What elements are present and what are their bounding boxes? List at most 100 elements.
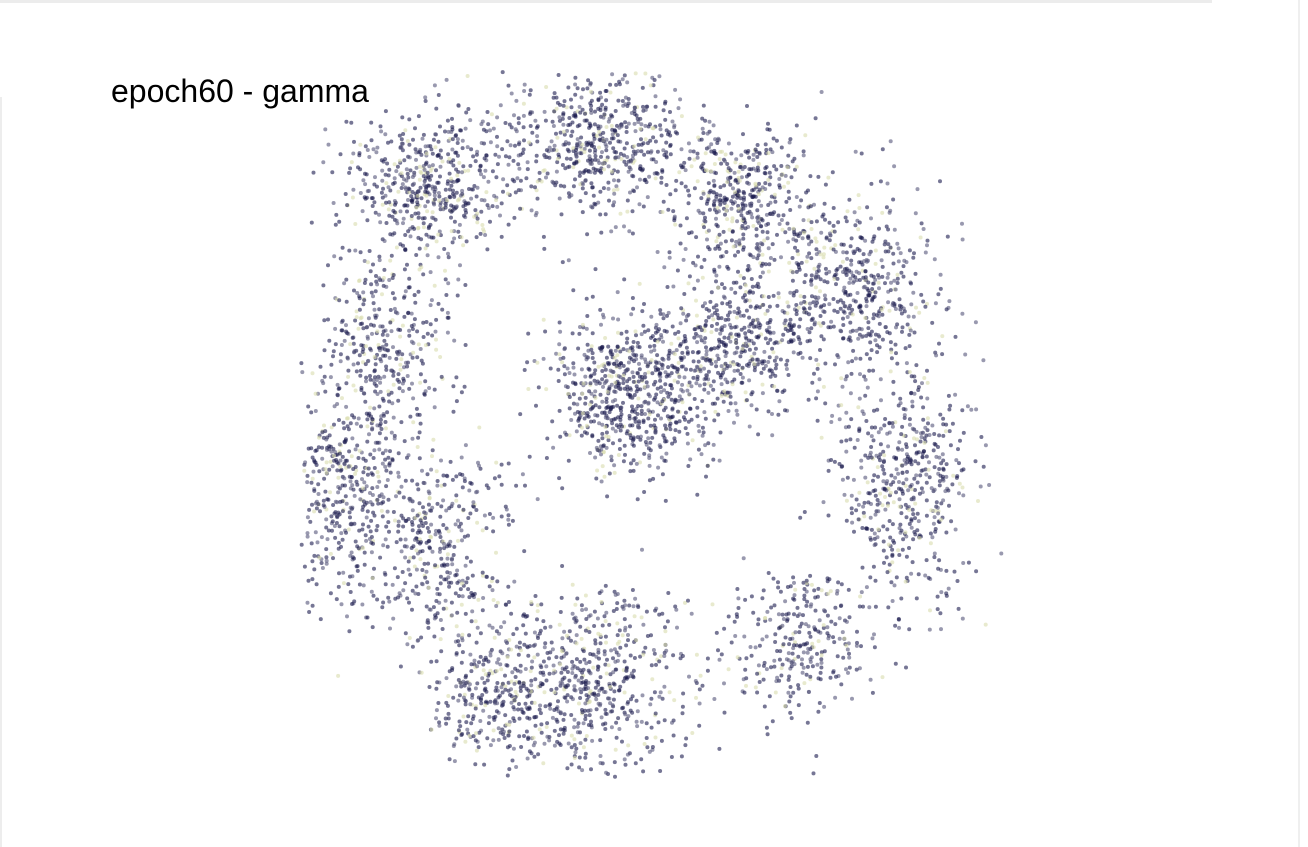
scatter-point bbox=[768, 337, 773, 342]
scatter-point bbox=[880, 503, 885, 508]
scatter-point bbox=[637, 202, 642, 207]
scatter-point bbox=[723, 377, 728, 382]
scatter-point bbox=[700, 433, 705, 438]
scatter-point bbox=[876, 527, 881, 532]
scatter-point bbox=[844, 250, 849, 255]
scatter-point bbox=[788, 317, 793, 322]
scatter-point bbox=[780, 227, 785, 232]
scatter-point bbox=[657, 74, 662, 79]
scatter-point bbox=[694, 235, 699, 240]
scatter-point bbox=[904, 554, 909, 559]
scatter-point bbox=[446, 251, 450, 256]
scatter-point bbox=[675, 380, 680, 385]
scatter-point bbox=[647, 174, 652, 179]
scatter-point bbox=[857, 220, 862, 225]
scatter-point bbox=[767, 182, 772, 187]
scatter-point bbox=[755, 208, 760, 213]
scatter-point bbox=[329, 449, 334, 454]
scatter-point bbox=[491, 515, 496, 520]
scatter-point bbox=[371, 294, 375, 299]
scatter-point bbox=[747, 298, 752, 303]
scatter-point bbox=[505, 183, 510, 188]
scatter-point bbox=[732, 420, 736, 425]
scatter-point bbox=[322, 348, 327, 353]
scatter-point bbox=[588, 170, 593, 175]
scatter-point bbox=[831, 206, 836, 210]
scatter-point bbox=[385, 544, 390, 549]
scatter-point bbox=[694, 313, 699, 318]
scatter-point bbox=[687, 193, 692, 198]
scatter-point bbox=[897, 440, 902, 445]
scatter-point bbox=[716, 357, 721, 361]
scatter-point bbox=[486, 206, 491, 210]
scatter-point bbox=[767, 330, 772, 335]
scatter-point bbox=[743, 331, 748, 336]
scatter-point bbox=[855, 291, 860, 295]
scatter-point bbox=[403, 233, 408, 237]
scatter-point bbox=[728, 394, 733, 399]
scatter-point bbox=[766, 221, 771, 226]
scatter-point bbox=[455, 137, 460, 142]
scatter-point bbox=[361, 499, 366, 504]
scatter-point bbox=[901, 264, 906, 269]
scatter-point bbox=[576, 346, 581, 351]
scatter-point bbox=[559, 212, 564, 217]
scatter-point bbox=[370, 204, 375, 208]
scatter-point bbox=[666, 353, 671, 358]
scatter-point bbox=[365, 417, 370, 422]
scatter-point bbox=[397, 591, 402, 596]
scatter-point bbox=[353, 465, 358, 469]
scatter-point bbox=[650, 677, 655, 682]
scatter-point bbox=[741, 236, 746, 241]
scatter-point bbox=[369, 414, 373, 419]
scatter-point bbox=[897, 297, 902, 302]
scatter-point bbox=[457, 197, 462, 202]
scatter-point bbox=[624, 141, 629, 146]
scatter-point bbox=[751, 341, 756, 346]
scatter-point bbox=[381, 186, 385, 191]
scatter-point bbox=[596, 682, 601, 687]
scatter-point bbox=[940, 334, 945, 339]
scatter-point bbox=[647, 412, 652, 417]
scatter-point bbox=[819, 230, 824, 235]
scatter-point bbox=[886, 227, 891, 232]
scatter-point bbox=[610, 421, 615, 426]
scatter-point bbox=[886, 444, 891, 449]
scatter-point bbox=[659, 654, 664, 659]
scatter-point bbox=[386, 207, 391, 212]
scatter-point bbox=[678, 343, 682, 348]
scatter-point bbox=[897, 625, 901, 630]
scatter-point bbox=[350, 195, 355, 200]
scatter-point bbox=[464, 555, 469, 560]
scatter-point bbox=[658, 308, 663, 313]
scatter-point bbox=[625, 387, 630, 392]
scatter-point bbox=[323, 467, 328, 472]
scatter-point bbox=[593, 455, 598, 460]
scatter-point bbox=[676, 106, 681, 111]
scatter-point bbox=[507, 600, 511, 604]
scatter-point bbox=[707, 119, 712, 124]
scatter-point bbox=[349, 521, 354, 526]
scatter-point bbox=[625, 209, 630, 214]
scatter-point bbox=[856, 502, 861, 507]
scatter-point bbox=[739, 153, 744, 158]
scatter-point bbox=[859, 590, 864, 595]
scatter-point bbox=[483, 168, 488, 173]
scatter-point bbox=[396, 474, 401, 479]
scatter-point bbox=[478, 163, 483, 168]
scatter-point bbox=[793, 245, 797, 250]
scatter-point bbox=[936, 445, 940, 449]
scatter-point bbox=[706, 181, 711, 186]
scatter-point bbox=[457, 222, 462, 227]
scatter-point bbox=[369, 589, 374, 594]
scatter-point bbox=[341, 581, 346, 586]
scatter-point bbox=[514, 129, 519, 134]
scatter-point bbox=[808, 356, 813, 361]
scatter-point bbox=[616, 330, 620, 335]
scatter-point bbox=[353, 388, 358, 393]
scatter-point bbox=[402, 177, 406, 182]
scatter-point bbox=[514, 483, 519, 488]
scatter-point bbox=[603, 374, 608, 378]
scatter-point bbox=[758, 224, 763, 229]
scatter-point bbox=[362, 562, 367, 567]
